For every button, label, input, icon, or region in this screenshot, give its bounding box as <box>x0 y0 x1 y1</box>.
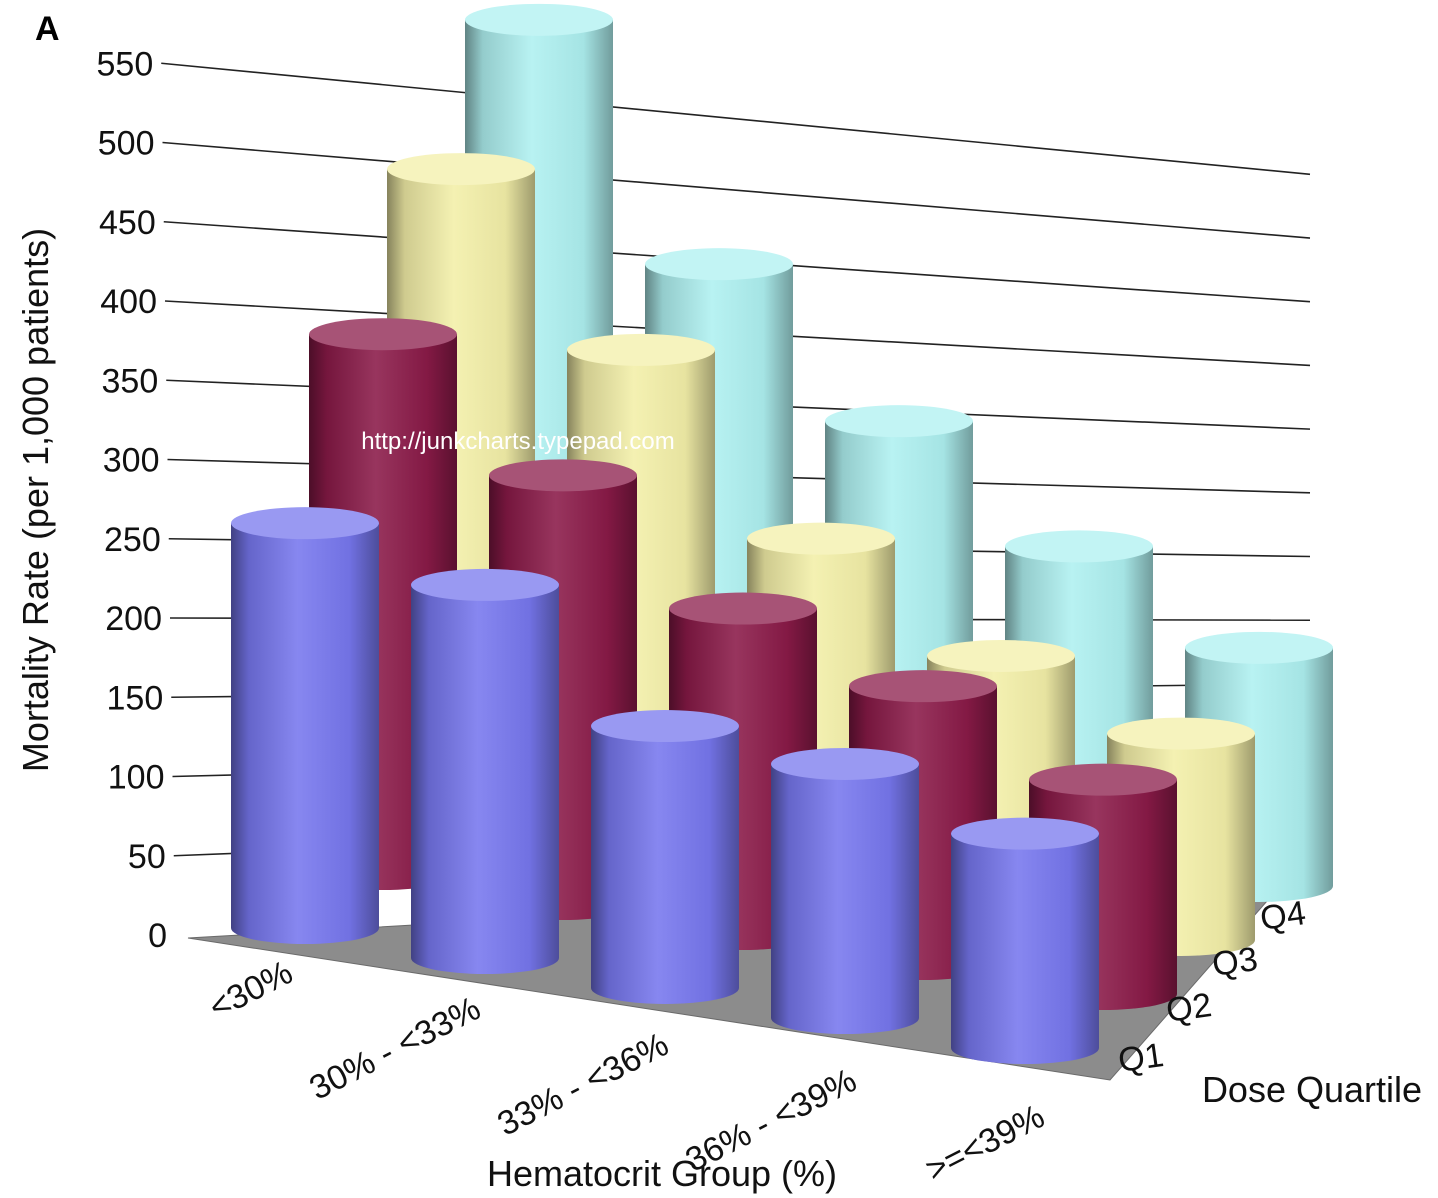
y-tick-label: 0 <box>148 917 167 955</box>
y-tick-label: 50 <box>128 838 166 876</box>
y-tick-label: 350 <box>102 362 159 400</box>
y-tick-label: 250 <box>104 521 161 559</box>
y-tick-label: 550 <box>97 45 154 83</box>
y-tick-label: 400 <box>100 283 157 321</box>
gridline <box>161 62 1311 176</box>
gridline <box>162 141 1311 239</box>
watermark: http://junkcharts.typepad.com <box>361 428 675 455</box>
z-tick-label: Q1 <box>1116 1036 1166 1080</box>
bar-Q1-2 <box>591 710 739 1004</box>
x-tick-label: 33% - <36% <box>491 1025 674 1143</box>
y-axis-title: Mortality Rate (per 1,000 patients) <box>15 228 56 772</box>
y-tick-label: 300 <box>103 442 160 480</box>
z-tick-label: Q3 <box>1210 940 1260 984</box>
y-tick-label: 450 <box>99 204 156 242</box>
y-tick-label: 100 <box>108 759 165 797</box>
z-axis-title: Dose Quartile <box>1202 1069 1422 1110</box>
x-tick-label: 30% - <33% <box>303 989 486 1107</box>
panel-label: A <box>35 10 60 48</box>
x-axis-title: Hematocrit Group (%) <box>487 1153 837 1194</box>
bar-Q1-4 <box>951 817 1099 1064</box>
bar-Q1-3 <box>771 747 919 1034</box>
x-tick-label: <30% <box>203 953 299 1027</box>
bars <box>231 3 1333 1064</box>
y-tick-label: 500 <box>98 125 155 163</box>
z-tick-label: Q2 <box>1164 986 1214 1030</box>
z-tick-label: Q4 <box>1258 894 1308 938</box>
y-tick-label: 150 <box>107 679 164 717</box>
x-tick-label: >=<39% <box>920 1097 1051 1189</box>
y-tick-label: 200 <box>105 600 162 638</box>
bar-Q1-1 <box>411 568 559 974</box>
bar-Q1-0 <box>231 507 379 944</box>
